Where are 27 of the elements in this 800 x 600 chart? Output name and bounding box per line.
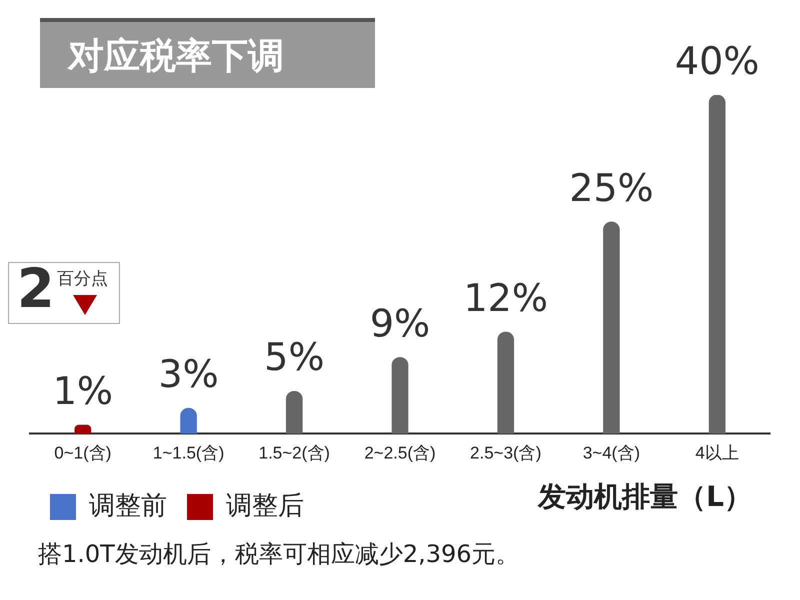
data-label: 3% [158,352,219,396]
bar [497,332,514,434]
legend-label: 调整后 [226,490,304,520]
bar [708,95,726,434]
data-label: 40% [674,38,760,83]
data-label: 5% [264,335,324,380]
bar [74,424,92,434]
data-label: 9% [370,301,430,346]
x-tick-label: 2.5~3(含) [470,443,542,462]
text: 搭1.0T发动机后，税率可相应减少2,396元。 [38,539,520,570]
x-tick-label: 2~2.5(含) [364,443,436,462]
bar [603,222,620,434]
chart-title: 对应税率下调 [40,18,375,88]
bar [392,357,408,434]
data-label: 12% [463,276,548,320]
data-label: 25% [569,166,654,210]
legend-label: 调整前 [89,490,167,520]
x-axis-title: 发动机排量（L） [538,479,752,515]
annotation: 百分点 [57,268,108,290]
data-label: 1% [52,369,114,414]
bar [180,408,197,434]
x-tick-label: 1~1.5(含) [152,443,224,462]
x-tick-label: 3~4(含) [582,443,640,462]
x-tick-label: 1.5~2(含) [258,443,330,462]
bar [286,390,303,434]
x-tick-label: 4以上 [695,443,739,462]
x-tick-label: 0~1(含) [54,443,112,462]
